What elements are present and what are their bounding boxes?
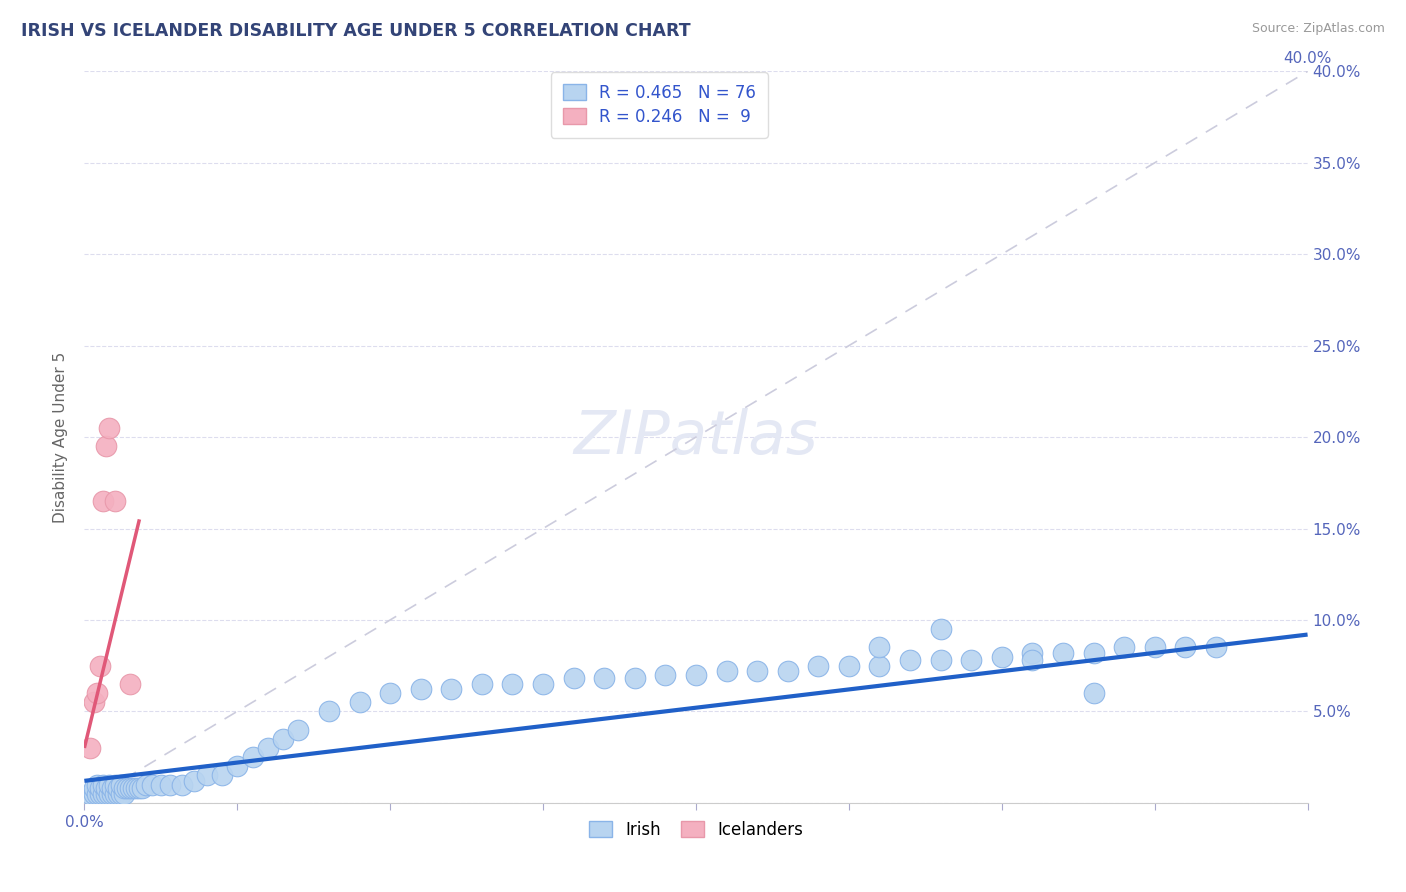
Text: ZIPatlas: ZIPatlas bbox=[574, 408, 818, 467]
Point bbox=[86, 778, 108, 792]
Point bbox=[104, 787, 127, 801]
Point bbox=[159, 778, 181, 792]
Y-axis label: Disability Age Under 5: Disability Age Under 5 bbox=[53, 351, 69, 523]
Point bbox=[91, 787, 114, 801]
Point bbox=[83, 781, 105, 796]
Point bbox=[929, 622, 952, 636]
Point bbox=[271, 731, 294, 746]
Point bbox=[122, 781, 145, 796]
Point bbox=[929, 653, 952, 667]
Point bbox=[128, 781, 150, 796]
Point bbox=[807, 658, 830, 673]
Point bbox=[94, 439, 117, 453]
Point bbox=[104, 778, 127, 792]
Point bbox=[86, 787, 108, 801]
Point bbox=[991, 649, 1014, 664]
Point bbox=[593, 672, 616, 686]
Point bbox=[869, 658, 891, 673]
Point bbox=[86, 686, 108, 700]
Point bbox=[115, 781, 138, 796]
Legend: Irish, Icelanders: Irish, Icelanders bbox=[582, 814, 810, 846]
Point bbox=[898, 653, 921, 667]
Point bbox=[1143, 640, 1166, 655]
Point bbox=[83, 787, 105, 801]
Point bbox=[1083, 646, 1105, 660]
Point bbox=[79, 740, 101, 755]
Point bbox=[183, 773, 205, 788]
Point bbox=[83, 695, 105, 709]
Point bbox=[1021, 653, 1043, 667]
Point bbox=[172, 778, 194, 792]
Point bbox=[624, 672, 647, 686]
Point bbox=[104, 494, 127, 508]
Point bbox=[97, 787, 120, 801]
Point bbox=[380, 686, 402, 700]
Point bbox=[89, 787, 111, 801]
Point bbox=[685, 667, 707, 681]
Point bbox=[97, 421, 120, 435]
Point bbox=[409, 682, 432, 697]
Point bbox=[1083, 686, 1105, 700]
Point bbox=[502, 677, 524, 691]
Point bbox=[838, 658, 860, 673]
Point bbox=[654, 667, 676, 681]
Point bbox=[1114, 640, 1136, 655]
Text: Source: ZipAtlas.com: Source: ZipAtlas.com bbox=[1251, 22, 1385, 36]
Point bbox=[141, 778, 163, 792]
Point bbox=[107, 787, 129, 801]
Point bbox=[242, 750, 264, 764]
Point bbox=[257, 740, 280, 755]
Point bbox=[94, 787, 117, 801]
Point bbox=[149, 778, 172, 792]
Point bbox=[101, 781, 124, 796]
Point bbox=[120, 781, 142, 796]
Point bbox=[960, 653, 983, 667]
Point bbox=[1174, 640, 1197, 655]
Point bbox=[287, 723, 309, 737]
Point bbox=[89, 781, 111, 796]
Point bbox=[776, 664, 799, 678]
Point bbox=[562, 672, 585, 686]
Point bbox=[125, 781, 148, 796]
Point bbox=[226, 759, 249, 773]
Point bbox=[79, 787, 101, 801]
Point bbox=[91, 778, 114, 792]
Point bbox=[318, 705, 340, 719]
Point bbox=[131, 781, 153, 796]
Point bbox=[120, 677, 142, 691]
Point bbox=[1021, 646, 1043, 660]
Point bbox=[531, 677, 554, 691]
Text: IRISH VS ICELANDER DISABILITY AGE UNDER 5 CORRELATION CHART: IRISH VS ICELANDER DISABILITY AGE UNDER … bbox=[21, 22, 690, 40]
Point bbox=[135, 778, 157, 792]
Point bbox=[112, 781, 135, 796]
Point bbox=[211, 768, 233, 782]
Point bbox=[110, 778, 132, 792]
Point bbox=[89, 658, 111, 673]
Point bbox=[112, 787, 135, 801]
Point bbox=[110, 787, 132, 801]
Point bbox=[97, 778, 120, 792]
Point bbox=[1052, 646, 1074, 660]
Point bbox=[101, 787, 124, 801]
Point bbox=[471, 677, 494, 691]
Point bbox=[440, 682, 463, 697]
Point bbox=[1205, 640, 1227, 655]
Point bbox=[91, 494, 114, 508]
Point bbox=[195, 768, 218, 782]
Point bbox=[747, 664, 769, 678]
Point bbox=[869, 640, 891, 655]
Point bbox=[107, 781, 129, 796]
Point bbox=[349, 695, 371, 709]
Point bbox=[716, 664, 738, 678]
Point bbox=[94, 781, 117, 796]
